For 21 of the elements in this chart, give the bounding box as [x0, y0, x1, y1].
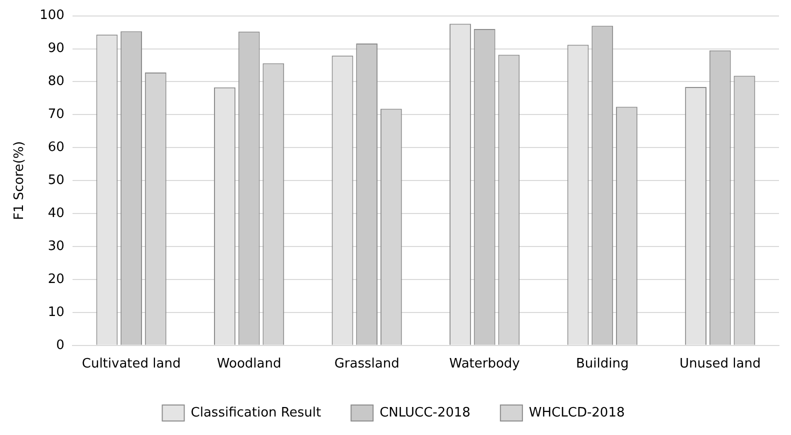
legend-label: CNLUCC-2018: [380, 405, 470, 420]
y-tick-label: 100: [40, 8, 64, 24]
y-tick-label: 10: [48, 304, 64, 320]
legend-label: WHCLCD-2018: [528, 405, 625, 420]
y-tick-label: 90: [48, 41, 64, 56]
legend-label: Classification Result: [190, 405, 322, 420]
y-axis-title: F1 Score(%): [12, 141, 28, 220]
y-tick-label: 50: [48, 172, 64, 188]
x-tick-label: Unused land: [680, 356, 761, 372]
x-tick-label: Grassland: [334, 356, 400, 372]
y-tick-label: 30: [48, 238, 64, 254]
y-tick-label: 80: [48, 74, 64, 90]
y-tick-label: 20: [48, 272, 64, 287]
y-tick-label: 40: [48, 206, 64, 221]
x-tick-label: Woodland: [216, 356, 282, 372]
y-tick-label: 70: [48, 107, 64, 122]
y-tick-label: 60: [48, 140, 64, 156]
x-tick-label: Waterbody: [449, 356, 520, 372]
y-tick-label: 0: [56, 338, 64, 353]
x-tick-label: Building: [576, 356, 629, 372]
x-tick-label: Cultivated land: [82, 356, 181, 372]
